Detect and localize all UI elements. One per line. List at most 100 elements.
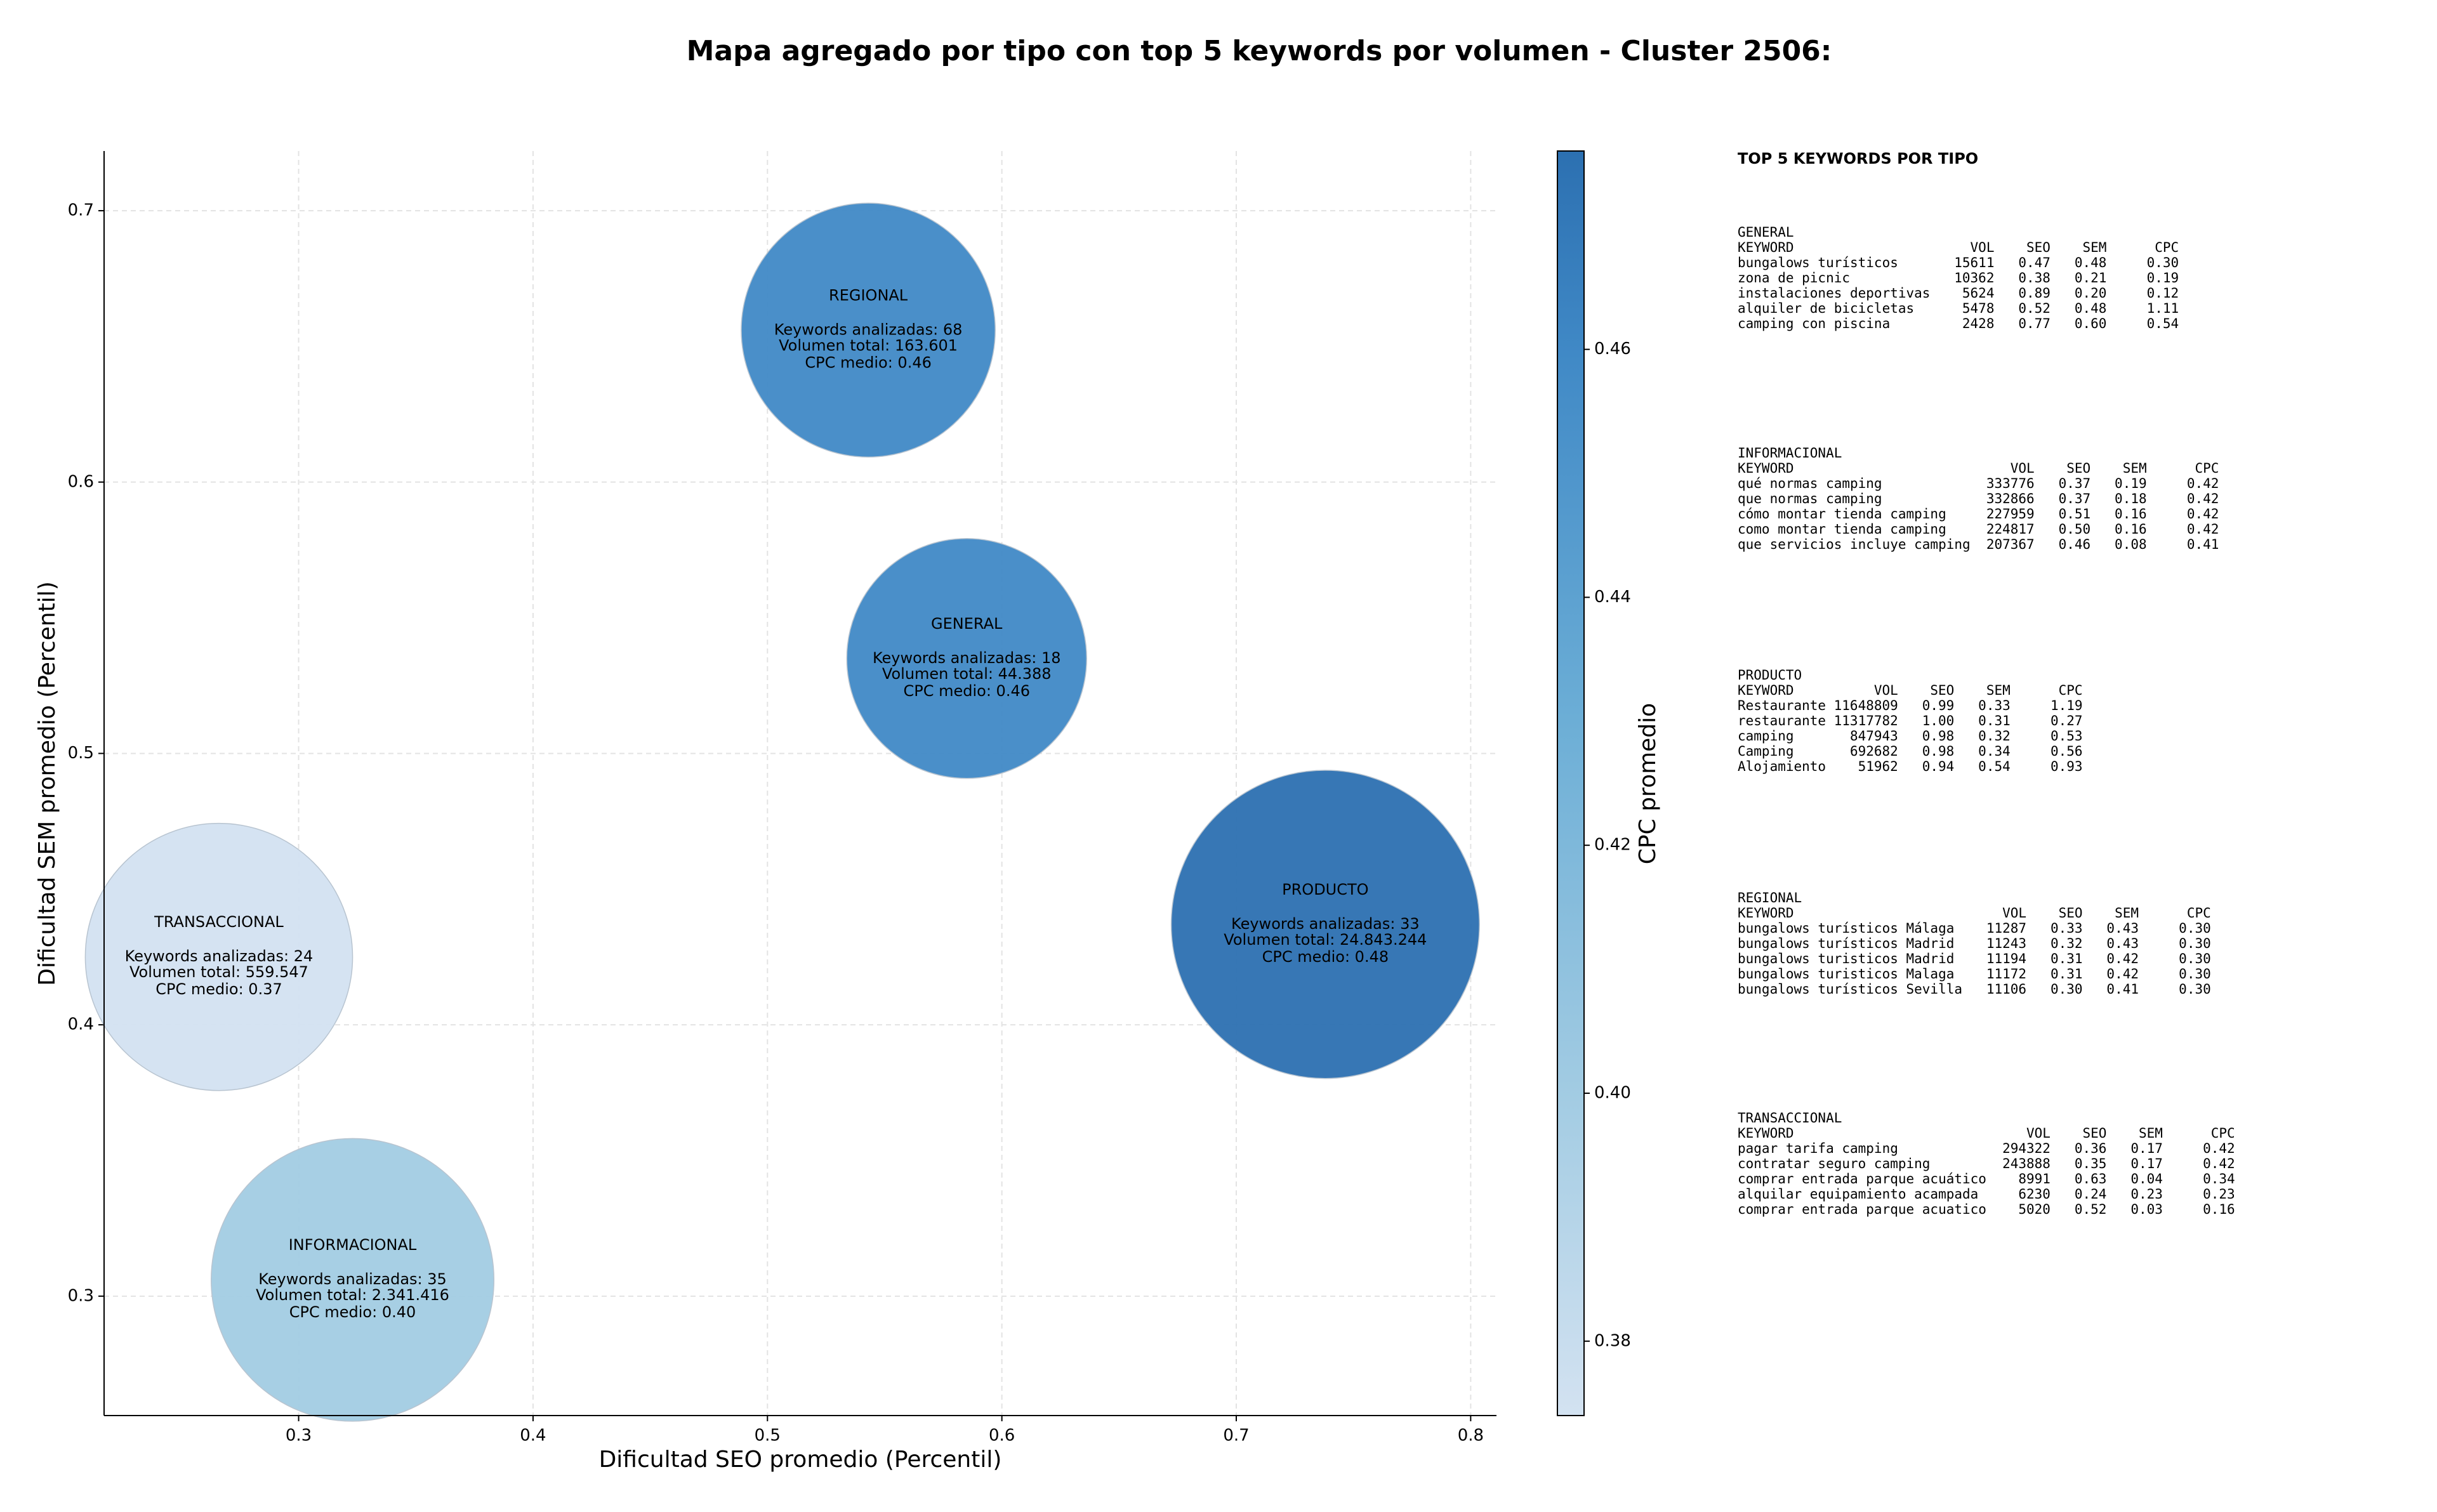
column-header: CPC bbox=[2211, 1126, 2235, 1141]
table-cell: 0.16 bbox=[2203, 1202, 2235, 1217]
y-tick-label: 0.5 bbox=[68, 744, 94, 763]
table-cell: 51962 bbox=[1858, 759, 1898, 774]
colorbar-tick-label: 0.38 bbox=[1594, 1331, 1631, 1350]
table-cell: 8991 bbox=[2018, 1171, 2051, 1187]
table-cell: 5020 bbox=[2018, 1202, 2051, 1217]
table-cell: 0.54 bbox=[2147, 316, 2179, 331]
table-cell: 0.63 bbox=[2075, 1171, 2107, 1187]
table-cell: bungalows turísticos Madrid bbox=[1738, 936, 1954, 951]
column-header: SEM bbox=[2123, 461, 2147, 476]
table-cell: bungalows turisticos Malaga bbox=[1738, 966, 1954, 982]
y-tick-label: 0.6 bbox=[68, 472, 94, 491]
table-cell: 0.04 bbox=[2130, 1171, 2163, 1187]
bubble-annotation: Keywords analizadas: 33 bbox=[1231, 915, 1420, 933]
colorbar bbox=[1557, 150, 1585, 1416]
bubble bbox=[741, 202, 996, 458]
table-cell: 0.30 bbox=[2179, 921, 2211, 936]
colorbar-tick-label: 0.42 bbox=[1594, 836, 1631, 855]
table-cell: 0.31 bbox=[2051, 951, 2083, 966]
table-cell: comprar entrada parque acuatico bbox=[1738, 1202, 1986, 1217]
table-cell: 0.30 bbox=[2179, 966, 2211, 982]
table-cell: restaurante bbox=[1738, 713, 1826, 728]
table-cell: camping con piscina bbox=[1738, 316, 1890, 331]
bubble-annotation: Volumen total: 163.601 bbox=[779, 336, 958, 354]
chart-title: Mapa agregado por tipo con top 5 keyword… bbox=[687, 35, 1832, 67]
group-name: PRODUCTO bbox=[1738, 667, 1802, 683]
y-tick-label: 0.7 bbox=[68, 201, 94, 220]
table-cell: 0.34 bbox=[2203, 1171, 2235, 1187]
column-header: SEO bbox=[2059, 905, 2083, 921]
table-cell: 0.52 bbox=[2075, 1202, 2107, 1217]
column-header: KEYWORD bbox=[1738, 905, 1794, 921]
bubble-annotation: INFORMACIONAL bbox=[289, 1236, 417, 1254]
column-header: CPC bbox=[2195, 461, 2219, 476]
group-name: TRANSACCIONAL bbox=[1738, 1110, 1842, 1126]
table-cell: 0.31 bbox=[1978, 713, 2011, 728]
bubble-annotation: Keywords analizadas: 68 bbox=[774, 320, 963, 338]
column-header: SEM bbox=[1986, 683, 2011, 698]
table-cell: 294322 bbox=[2002, 1141, 2051, 1156]
bubble-annotation: CPC medio: 0.37 bbox=[155, 980, 282, 998]
column-header: SEO bbox=[2026, 240, 2051, 255]
table-cell: 0.89 bbox=[2018, 286, 2051, 301]
table-cell: 0.32 bbox=[1978, 728, 2011, 744]
column-header: CPC bbox=[2059, 683, 2083, 698]
table-cell: 0.93 bbox=[2051, 759, 2083, 774]
table-cell: bungalows turísticos Sevilla bbox=[1738, 982, 1962, 997]
column-header: SEM bbox=[2083, 240, 2107, 255]
y-tick-label: 0.3 bbox=[68, 1286, 94, 1305]
table-cell: 0.42 bbox=[2106, 966, 2139, 982]
table-cell: Camping bbox=[1738, 744, 1794, 759]
x-tick-label: 0.3 bbox=[286, 1426, 312, 1445]
table-cell: 0.34 bbox=[1978, 744, 2011, 759]
table-cell: 333776 bbox=[1986, 476, 2035, 491]
column-header: VOL bbox=[2002, 905, 2026, 921]
bubble bbox=[84, 822, 353, 1091]
table-cell: 0.27 bbox=[2051, 713, 2083, 728]
table-cell: 0.37 bbox=[2059, 491, 2091, 506]
bubble bbox=[1170, 770, 1480, 1079]
table-cell: 0.20 bbox=[2075, 286, 2107, 301]
bubble-annotation: Keywords analizadas: 35 bbox=[258, 1270, 447, 1288]
table-cell: 0.19 bbox=[2147, 270, 2179, 286]
table-cell: 0.36 bbox=[2075, 1141, 2107, 1156]
column-header: CPC bbox=[2155, 240, 2179, 255]
column-header: VOL bbox=[1874, 683, 1898, 698]
table-cell: 0.08 bbox=[2115, 537, 2147, 552]
table-cell: 11243 bbox=[1986, 936, 2026, 951]
bubble-annotation: Keywords analizadas: 24 bbox=[125, 947, 314, 965]
table-cell: 2428 bbox=[1962, 316, 1995, 331]
x-tick-label: 0.5 bbox=[755, 1426, 781, 1445]
table-cell: 0.33 bbox=[2051, 921, 2083, 936]
table-cell: 0.42 bbox=[2203, 1141, 2235, 1156]
table-cell: 0.18 bbox=[2115, 491, 2147, 506]
table-cell: 0.53 bbox=[2051, 728, 2083, 744]
table-cell: 15611 bbox=[1954, 255, 1994, 270]
column-header: KEYWORD bbox=[1738, 683, 1794, 698]
table-cell: 0.47 bbox=[2018, 255, 2051, 270]
bubble-annotation: Volumen total: 24.843.244 bbox=[1224, 931, 1427, 949]
table-cell: 11287 bbox=[1986, 921, 2026, 936]
table-cell: 0.42 bbox=[2203, 1156, 2235, 1171]
column-header: KEYWORD bbox=[1738, 461, 1794, 476]
bubble-annotation: Volumen total: 559.547 bbox=[129, 963, 308, 981]
table-cell: 227959 bbox=[1986, 506, 2035, 522]
table-cell: 0.41 bbox=[2187, 537, 2219, 552]
table-cell: pagar tarifa camping bbox=[1738, 1141, 1898, 1156]
bubble-annotation: Volumen total: 2.341.416 bbox=[256, 1286, 449, 1304]
table-cell: 0.46 bbox=[2059, 537, 2091, 552]
table-cell: 0.48 bbox=[2075, 255, 2107, 270]
table-cell: 224817 bbox=[1986, 522, 2035, 537]
table-cell: 0.30 bbox=[2179, 982, 2211, 997]
table-cell: 0.60 bbox=[2075, 316, 2107, 331]
table-cell: 0.35 bbox=[2075, 1156, 2107, 1171]
table-cell: 11648809 bbox=[1834, 698, 1898, 713]
table-cell: 1.00 bbox=[1922, 713, 1955, 728]
colorbar-label: CPC promedio bbox=[1635, 703, 1661, 864]
table-cell: 11106 bbox=[1986, 982, 2026, 997]
table-cell: 11317782 bbox=[1834, 713, 1898, 728]
table-cell: como montar tienda camping bbox=[1738, 522, 1946, 537]
table-cell: 0.16 bbox=[2115, 522, 2147, 537]
table-cell: bungalows turísticos Málaga bbox=[1738, 921, 1954, 936]
